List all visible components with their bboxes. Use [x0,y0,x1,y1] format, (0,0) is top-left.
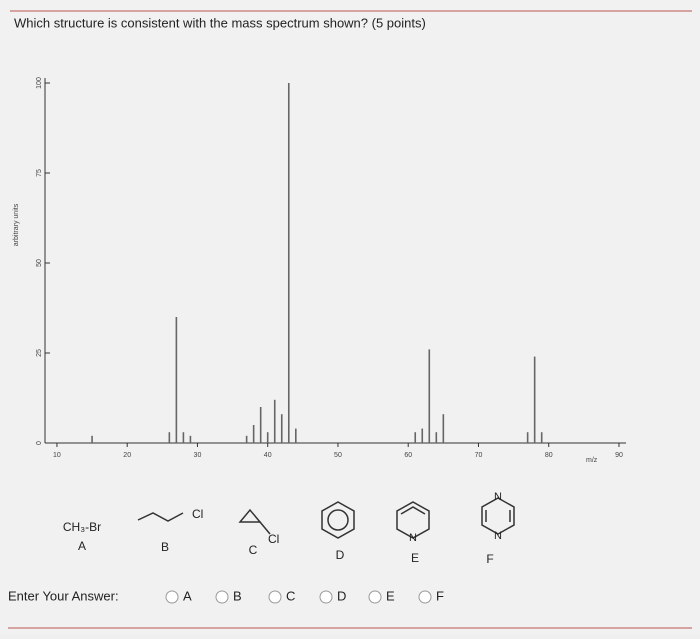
choice-label[interactable]: B [233,588,242,603]
x-tick-label: 10 [53,452,61,459]
y-axis-label: arbitrary units [13,203,20,246]
structure-atom: N [494,491,502,503]
structure-atom: Cl [268,532,279,546]
choice-label[interactable]: E [386,588,395,603]
x-tick-label: 50 [334,452,342,459]
peak [168,432,171,443]
peak [252,425,255,443]
structure-c-bond [259,521,271,535]
y-tick-label: 100 [36,77,43,89]
choice-label[interactable]: D [337,588,346,603]
radio-button[interactable] [368,590,382,604]
peak [245,435,248,443]
x-axis-label: m/z [586,457,598,464]
radio-button[interactable] [418,590,432,604]
radio-button[interactable] [165,590,179,604]
structure-atom: N [494,530,502,542]
structure-label: A [78,539,86,553]
radio-button[interactable] [319,590,333,604]
x-tick-label: 20 [123,452,131,459]
structure-formula: CH₃-Br [63,520,101,534]
y-tick-label: 25 [36,349,43,357]
structure-label: C [249,543,258,557]
choice-label[interactable]: F [436,588,444,603]
choice-label[interactable]: A [183,588,192,603]
x-tick-label: 30 [194,452,202,459]
peak [266,432,269,443]
structure-b-bond [137,512,184,522]
structure-d-ring [321,501,355,539]
structure-label: E [411,551,419,565]
y-tick-label: 75 [36,169,43,177]
y-tick-label: 0 [36,441,43,445]
radio-button[interactable] [215,590,229,604]
peak [189,435,192,443]
peak [91,435,93,443]
peak [295,428,297,443]
peak [175,317,178,443]
peak [428,349,431,443]
structures [137,497,515,539]
peak [533,356,536,443]
structure-c-ring [238,508,262,523]
structure-atom: N [409,532,417,544]
peak [540,432,543,443]
peak [259,407,262,443]
y-tick-label: 50 [36,259,43,267]
structure-atom: Cl [192,507,203,521]
choices: A B C D E F [165,588,444,604]
x-tick-label: 90 [615,452,623,459]
radio-button[interactable] [268,590,282,604]
x-tick-label: 60 [404,452,412,459]
structure-label: F [486,552,493,566]
question: Which structure is consistent with the m… [14,15,426,30]
peak [273,399,276,443]
peak [280,414,283,443]
peak [421,428,424,443]
structure-label: D [336,548,345,562]
peak [435,432,438,443]
structure-d-aromatic [327,509,349,531]
structure-e-double [400,506,426,515]
x-tick-label: 40 [264,452,272,459]
choice-label[interactable]: C [286,588,295,603]
peak [182,432,185,443]
spectrum-chart: 10 20 30 40 50 60 70 80 90 0 25 50 75 100 m/z arbitrary… [13,77,626,464]
peak [442,414,445,443]
answer-prompt: Enter Your Answer: [8,588,119,603]
peak [526,432,529,443]
x-tick-label: 80 [545,452,553,459]
structure-e-ring [396,501,430,539]
structure-label: B [161,540,169,554]
x-tick-label: 70 [475,452,483,459]
structure-f-ring [481,497,515,535]
peak [414,432,417,443]
peak [287,83,290,443]
